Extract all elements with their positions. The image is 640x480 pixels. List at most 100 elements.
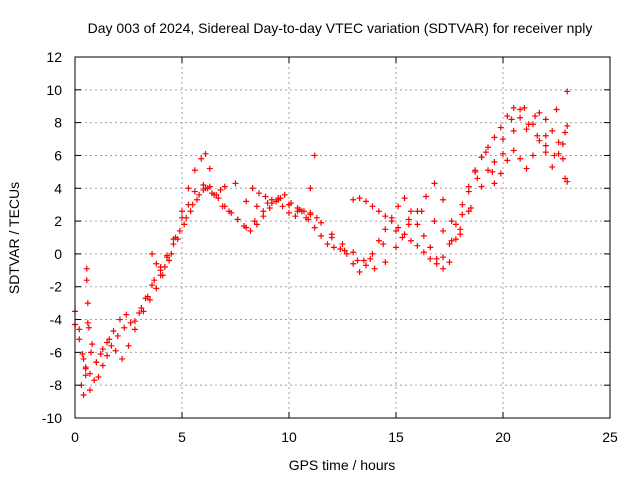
data-point — [125, 342, 132, 349]
data-point — [549, 163, 556, 170]
data-point — [84, 300, 91, 307]
data-point — [401, 231, 408, 238]
data-point — [99, 362, 106, 369]
data-point — [356, 268, 363, 275]
data-point — [313, 214, 320, 221]
data-point — [354, 257, 361, 264]
data-point — [521, 104, 528, 111]
data-point — [407, 237, 414, 244]
data-point — [79, 351, 86, 358]
data-point — [393, 227, 399, 234]
data-point — [542, 116, 549, 123]
data-point — [247, 227, 254, 234]
data-point — [311, 224, 318, 231]
data-point — [84, 319, 91, 326]
data-point — [504, 157, 511, 164]
data-point — [311, 152, 318, 159]
data-point — [382, 259, 389, 266]
data-point — [369, 250, 376, 257]
y-tick-label: 12 — [46, 49, 62, 65]
data-point — [497, 170, 504, 177]
data-point — [350, 249, 357, 256]
data-point — [500, 150, 506, 157]
data-point — [559, 155, 566, 162]
data-point — [517, 106, 524, 113]
data-point — [307, 185, 314, 192]
data-point — [363, 262, 370, 269]
data-point — [564, 122, 571, 129]
data-point — [459, 211, 466, 218]
data-point — [433, 260, 440, 267]
data-point — [382, 213, 389, 220]
data-point — [189, 201, 196, 208]
data-point — [328, 234, 335, 241]
data-point — [356, 195, 363, 202]
data-point — [405, 216, 412, 223]
data-point — [360, 257, 367, 264]
data-point — [418, 208, 425, 215]
data-point — [268, 196, 275, 203]
data-point — [478, 183, 485, 190]
y-axis-label: SDTVAR / TECUs — [6, 182, 22, 294]
data-point — [279, 203, 286, 210]
data-point — [104, 339, 111, 346]
data-point — [112, 347, 119, 354]
data-point — [83, 277, 90, 284]
data-point — [179, 208, 185, 215]
data-point — [131, 318, 138, 325]
data-point — [198, 155, 205, 162]
data-point — [80, 392, 87, 399]
data-point — [85, 324, 92, 331]
data-point — [465, 183, 472, 190]
data-point — [363, 198, 370, 205]
data-point — [121, 324, 128, 331]
data-point — [256, 190, 263, 197]
data-point — [330, 244, 337, 251]
data-point — [510, 147, 517, 154]
data-point — [174, 236, 181, 243]
data-point — [76, 326, 83, 333]
y-tick-label: -6 — [50, 344, 63, 360]
y-tick-label: 4 — [54, 180, 62, 196]
data-point — [414, 221, 421, 228]
data-point — [440, 227, 447, 234]
data-point — [542, 132, 549, 139]
data-point — [288, 200, 295, 207]
data-point — [187, 208, 194, 215]
data-point — [380, 241, 387, 248]
y-tick-label: 10 — [46, 82, 62, 98]
data-point — [395, 203, 402, 210]
data-point — [491, 134, 498, 141]
data-point — [318, 232, 325, 239]
data-point — [106, 336, 113, 343]
data-point — [146, 296, 153, 303]
data-point — [559, 140, 566, 147]
data-point — [93, 359, 100, 366]
data-point — [228, 209, 235, 216]
data-point — [555, 150, 562, 157]
data-point — [399, 234, 406, 241]
data-point — [127, 319, 134, 326]
data-point — [249, 185, 256, 192]
data-point — [185, 185, 192, 192]
data-point — [82, 365, 89, 372]
data-point — [532, 113, 539, 120]
data-point — [564, 88, 571, 95]
data-point — [318, 219, 325, 226]
data-point — [193, 196, 200, 203]
data-point — [149, 282, 156, 289]
data-point — [452, 221, 459, 228]
data-point — [440, 196, 447, 203]
data-point — [168, 250, 175, 257]
data-point — [292, 213, 299, 220]
data-point — [116, 316, 123, 323]
data-point — [206, 183, 213, 190]
data-point — [485, 144, 492, 151]
data-point — [485, 167, 492, 174]
x-tick-label: 10 — [281, 429, 297, 445]
data-point — [275, 195, 282, 202]
data-point — [427, 244, 434, 251]
data-point — [191, 167, 198, 174]
data-point — [536, 137, 543, 144]
